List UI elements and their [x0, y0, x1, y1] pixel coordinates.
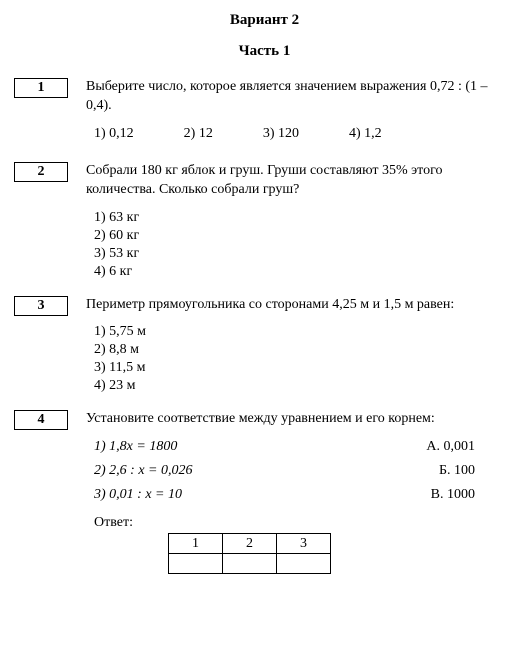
option: 4) 6 кг: [94, 264, 505, 280]
match-left: 1) 1,8x = 1800: [94, 439, 177, 455]
answer-table: 1 2 3: [168, 533, 331, 574]
question-3: 3 Периметр прямоугольника со сторонами 4…: [24, 296, 505, 397]
question-number-box: 3: [14, 296, 68, 316]
variant-title: Вариант 2: [24, 12, 505, 29]
question-body: Периметр прямоугольника со сторонами 4,2…: [86, 296, 505, 397]
answer-header-cell: 1: [169, 534, 223, 554]
option: 1) 0,12: [94, 126, 134, 142]
option: 3) 120: [263, 126, 299, 142]
question-text: Установите соответствие между уравнением…: [86, 410, 505, 429]
part-title: Часть 1: [24, 43, 505, 60]
answer-cell: [169, 554, 223, 574]
question-4: 4 Установите соответствие между уравнени…: [24, 410, 505, 574]
match-options: 1) 1,8x = 1800 А. 0,001 2) 2,6 : x = 0,0…: [86, 439, 505, 503]
question-text: Выберите число, которое является значени…: [86, 78, 505, 116]
answer-cell: [223, 554, 277, 574]
question-number-box: 4: [14, 410, 68, 430]
option: 2) 12: [184, 126, 213, 142]
question-2: 2 Собрали 180 кг яблок и груш. Груши сос…: [24, 162, 505, 282]
answer-header-cell: 2: [223, 534, 277, 554]
match-left: 3) 0,01 : x = 10: [94, 487, 182, 503]
match-right: В. 1000: [431, 487, 475, 503]
options-col: 1) 5,75 м 2) 8,8 м 3) 11,5 м 4) 23 м: [86, 324, 505, 394]
options-row: 1) 0,12 2) 12 3) 120 4) 1,2: [86, 126, 505, 142]
option: 3) 53 кг: [94, 246, 505, 262]
option: 4) 23 м: [94, 378, 505, 394]
answer-cell: [277, 554, 331, 574]
options-col: 1) 63 кг 2) 60 кг 3) 53 кг 4) 6 кг: [86, 210, 505, 280]
question-body: Установите соответствие между уравнением…: [86, 410, 505, 574]
question-text: Собрали 180 кг яблок и груш. Груши соста…: [86, 162, 505, 200]
question-body: Собрали 180 кг яблок и груш. Груши соста…: [86, 162, 505, 282]
option: 2) 60 кг: [94, 228, 505, 244]
option: 1) 5,75 м: [94, 324, 505, 340]
answer-section: Ответ: 1 2 3: [86, 515, 505, 574]
option: 2) 8,8 м: [94, 342, 505, 358]
question-number-box: 2: [14, 162, 68, 182]
match-row: 1) 1,8x = 1800 А. 0,001: [86, 439, 505, 455]
option: 3) 11,5 м: [94, 360, 505, 376]
match-row: 2) 2,6 : x = 0,026 Б. 100: [86, 463, 505, 479]
answer-header-cell: 3: [277, 534, 331, 554]
question-body: Выберите число, которое является значени…: [86, 78, 505, 148]
match-row: 3) 0,01 : x = 10 В. 1000: [86, 487, 505, 503]
option: 4) 1,2: [349, 126, 382, 142]
match-right: Б. 100: [439, 463, 475, 479]
question-1: 1 Выберите число, которое является значе…: [24, 78, 505, 148]
answer-label: Ответ:: [94, 515, 133, 531]
match-left: 2) 2,6 : x = 0,026: [94, 463, 193, 479]
option: 1) 63 кг: [94, 210, 505, 226]
match-right: А. 0,001: [426, 439, 475, 455]
question-number-box: 1: [14, 78, 68, 98]
question-text: Периметр прямоугольника со сторонами 4,2…: [86, 296, 505, 315]
